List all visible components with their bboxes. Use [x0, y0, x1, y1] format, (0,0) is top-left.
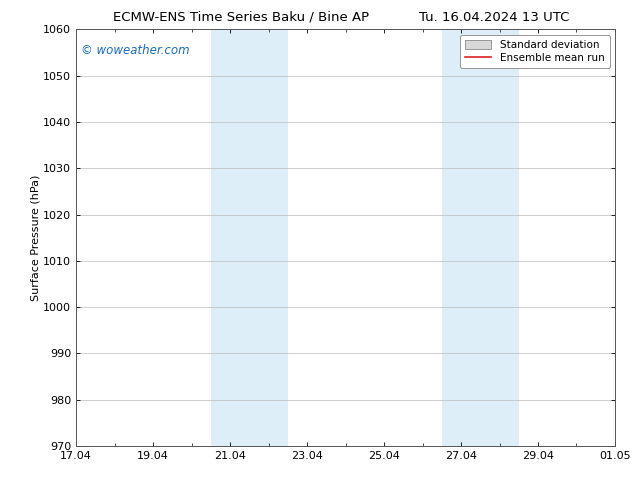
Y-axis label: Surface Pressure (hPa): Surface Pressure (hPa): [30, 174, 41, 301]
Bar: [442, 29, 519, 446]
Text: Tu. 16.04.2024 13 UTC: Tu. 16.04.2024 13 UTC: [419, 11, 570, 24]
Text: ECMW-ENS Time Series Baku / Bine AP: ECMW-ENS Time Series Baku / Bine AP: [113, 11, 369, 24]
Legend: Standard deviation, Ensemble mean run: Standard deviation, Ensemble mean run: [460, 35, 610, 68]
Bar: [210, 29, 288, 446]
Text: © woweather.com: © woweather.com: [81, 44, 190, 57]
